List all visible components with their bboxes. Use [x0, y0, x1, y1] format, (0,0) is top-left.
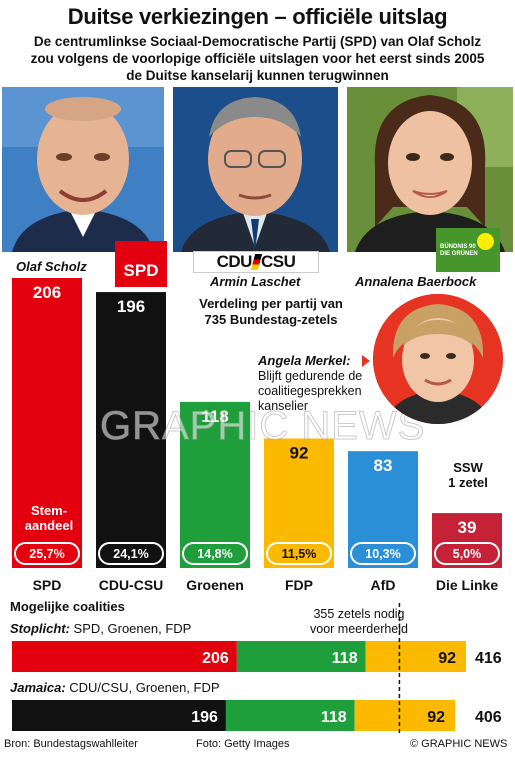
bar-value-die-linke: 39 [458, 518, 477, 537]
coalition-total: 406 [475, 709, 502, 726]
merkel-note-line: coalitiegesprekken [258, 384, 362, 398]
vote-share-pill-cdu-csu [98, 542, 164, 565]
merkel-note-line: kanselier [258, 399, 309, 413]
coalitions-title: Mogelijke coalities [10, 599, 125, 614]
vote-share-groenen: 14,8% [197, 547, 232, 561]
bar-value-cdu-csu: 196 [117, 297, 145, 316]
vote-share-pill-die-linke [434, 542, 500, 565]
coalition-label-jamaica: Jamaica: CDU/CSU, Groenen, FDP [10, 680, 220, 695]
merkel-note-line: Blijft gedurende de [258, 369, 363, 383]
chart-caption: Verdeling per partij van 735 Bundestag-z… [176, 296, 366, 328]
vote-share-label-line: Stem- [30, 503, 68, 518]
category-label-groenen: Groenen [186, 577, 244, 593]
bar-groenen [180, 401, 250, 568]
vote-share-cdu-csu: 24,1% [113, 547, 148, 561]
coalition-segment-spd [12, 641, 237, 672]
category-label-afd: AfD [371, 577, 396, 593]
photo-angela-merkel [373, 294, 503, 424]
category-label-spd: SPD [33, 577, 62, 593]
coalition-segment-groenen [236, 641, 366, 672]
coalition-segment-value: 196 [191, 709, 218, 726]
photo-armin-laschet [173, 87, 338, 252]
vote-share-afd: 10,3% [365, 547, 400, 561]
cdu-csu-logo: CDU CSU [193, 251, 319, 273]
coalition-segment-value: 118 [321, 709, 347, 726]
cdu-logo-text: CDU [216, 252, 253, 271]
bar-value-fdp: 92 [290, 443, 309, 462]
csu-logo-text: CSU [260, 252, 296, 271]
subtitle-line: de Duitse kanselarij kunnen terugwinnen [126, 68, 389, 83]
majority-threshold-line: voor meerderheid [310, 622, 408, 636]
label-armin-laschet: Armin Laschet [210, 274, 301, 289]
coalition-segment-value: 92 [438, 650, 456, 667]
coalition-name: Stoplicht: [10, 621, 70, 636]
coalition-last-value-box [409, 703, 450, 728]
bar-value-afd: 83 [374, 456, 393, 475]
bar-cdu-csu [96, 292, 166, 568]
category-label-die-linke: Die Linke [436, 577, 498, 593]
vote-share-fdp: 11,5% [282, 547, 317, 561]
greens-logo-text: BÜNDNIS 90 [440, 244, 476, 250]
label-olaf-scholz: Olaf Scholz [16, 259, 87, 274]
sunflower-icon [477, 233, 494, 250]
greens-logo: BÜNDNIS 90 DIE GRÜNEN [436, 228, 500, 272]
coalition-label-stoplicht: Stoplicht: SPD, Groenen, FDP [10, 621, 191, 636]
subtitle: De centrumlinkse Sociaal-Democratische P… [0, 33, 515, 84]
coalition-segment-value: 118 [332, 650, 358, 667]
chart-caption-line: 735 Bundestag-zetels [204, 312, 338, 327]
source-note: Bron: Bundestagswahlleiter [4, 738, 138, 750]
bar-value-spd: 206 [33, 283, 61, 302]
coalition-members: CDU/CSU, Groenen, FDP [65, 680, 220, 695]
copyright: © GRAPHIC NEWS [410, 738, 508, 750]
merkel-note: Blijft gedurende de coalitiegesprekken k… [258, 369, 388, 414]
spd-logo: SPD [115, 241, 167, 287]
vote-share-label: Stem- aandeel [16, 503, 82, 533]
coalition-segment-value: 92 [427, 709, 445, 726]
majority-threshold-line: 355 zetels nodig [313, 607, 405, 621]
category-label-cdu-csu: CDU-CSU [99, 577, 164, 593]
merkel-pointer [362, 355, 370, 367]
coalition-name: Jamaica: [10, 680, 66, 695]
vote-share-pill-groenen [182, 542, 248, 565]
page-title: Duitse verkiezingen – officiële uitslag [67, 4, 448, 29]
photo-credit: Foto: Getty Images [196, 738, 290, 750]
subtitle-line: De centrumlinkse Sociaal-Democratische P… [33, 34, 482, 49]
vote-share-die-linke: 5,0% [453, 547, 482, 561]
vote-share-pill-afd [350, 542, 416, 565]
coalition-members: SPD, Groenen, FDP [69, 621, 192, 636]
chart-caption-line: Verdeling per partij van [199, 296, 343, 311]
coalition-last-value-box [420, 644, 460, 669]
merkel-name: Angela Merkel: [258, 353, 351, 368]
bar-value-groenen: 118 [201, 407, 228, 426]
greens-logo-text: DIE GRÜNEN [440, 251, 478, 257]
vote-share-label-line: aandeel [24, 518, 74, 533]
coalition-total: 416 [475, 650, 502, 667]
coalition-segment-value: 206 [202, 650, 229, 667]
bar-spd [12, 278, 82, 568]
vote-share-pill-fdp [266, 542, 332, 565]
watermark: GRAPHIC NEWS [99, 404, 426, 449]
label-annalena-baerbock: Annalena Baerbock [355, 274, 477, 289]
subtitle-line: zou volgens de voorlopige officiële uits… [30, 51, 485, 66]
coalition-segment-cdu-csu [12, 700, 226, 731]
coalition-segment-groenen [225, 700, 355, 731]
ssw-line: SSW [453, 460, 483, 475]
majority-threshold-label: 355 zetels nodig voor meerderheid [300, 607, 418, 637]
vote-share-pill-spd [14, 542, 80, 565]
ssw-line: 1 zetel [448, 475, 488, 490]
photo-olaf-scholz [2, 87, 164, 252]
ssw-note: SSW 1 zetel [434, 460, 502, 490]
category-label-fdp: FDP [285, 577, 313, 593]
vote-share-spd: 25,7% [29, 547, 64, 561]
